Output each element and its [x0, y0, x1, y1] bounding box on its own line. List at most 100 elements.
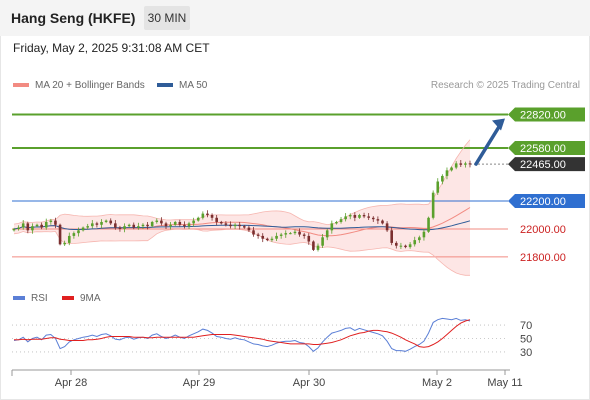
- candle-body: [215, 217, 218, 222]
- legend-rsi-label: RSI: [31, 293, 48, 304]
- candle-body: [72, 233, 76, 236]
- candle-body: [26, 223, 30, 231]
- time-tick-label: May 2: [422, 377, 452, 389]
- candle-body: [445, 170, 449, 176]
- legend-ma50-label: MA 50: [179, 80, 208, 91]
- instrument-title: Hang Seng (HKFE): [11, 10, 136, 26]
- ma50-swatch-icon: [157, 83, 173, 88]
- candle-body: [95, 223, 99, 225]
- legend-bollinger-label: MA 20 + Bollinger Bands: [35, 80, 145, 91]
- candle-body: [31, 226, 34, 231]
- candle-body: [178, 221, 182, 225]
- level-tag-bg: [508, 141, 585, 156]
- candle-body: [450, 167, 453, 171]
- candle-body: [293, 231, 297, 234]
- header-bar: Hang Seng (HKFE) 30 MIN: [0, 0, 590, 36]
- bollinger-lower-line: [13, 229, 470, 276]
- rsi-ma-swatch-icon: [62, 296, 74, 301]
- rsi-line: [13, 317, 471, 352]
- level-tag-label: 22200.00: [520, 196, 566, 208]
- candle-body: [192, 220, 195, 224]
- candle-body: [436, 181, 440, 193]
- candle-body: [137, 226, 140, 228]
- candle-body: [100, 221, 103, 225]
- level-tag-label: 22000.00: [520, 224, 566, 236]
- candle-body: [284, 233, 288, 235]
- candle-body: [233, 224, 237, 227]
- level-tag-5: 21800.00: [520, 252, 566, 264]
- level-tag-label: 22580.00: [520, 143, 566, 155]
- candle-body: [40, 224, 43, 228]
- rsi-level-label: 50: [520, 334, 532, 346]
- candle-body: [358, 215, 361, 218]
- candle-body: [67, 235, 71, 243]
- candle-body: [275, 235, 278, 239]
- candle-body: [330, 223, 334, 231]
- candle-body: [127, 224, 131, 227]
- candle-body: [261, 235, 265, 239]
- candle-body: [321, 237, 324, 246]
- rsi-level-label: 30: [520, 347, 532, 359]
- candle-body: [17, 227, 20, 229]
- candle-body: [141, 224, 145, 227]
- candle-body: [335, 221, 338, 224]
- rsi-ma9-line: [14, 319, 471, 348]
- candle-body: [371, 217, 375, 220]
- level-tag-2: 22465.00: [508, 157, 585, 172]
- candle-body: [201, 213, 205, 218]
- candle-body: [395, 242, 398, 246]
- candle-body: [298, 231, 301, 235]
- candle-body: [86, 226, 89, 228]
- candle-body: [206, 213, 209, 215]
- candle-body: [325, 230, 329, 238]
- candle-body: [362, 215, 366, 217]
- candle-body: [353, 215, 357, 218]
- candle-body: [404, 245, 407, 248]
- candle-body: [160, 220, 163, 224]
- level-tag-3: 22200.00: [508, 194, 585, 209]
- candle-body: [58, 224, 62, 245]
- candle-body: [302, 234, 306, 236]
- candle-body: [21, 223, 25, 228]
- target-arrow-shaft: [474, 121, 503, 166]
- candle-body: [104, 220, 108, 222]
- level-tag-4: 22000.00: [520, 224, 566, 236]
- candle-body: [169, 224, 172, 227]
- rsi-level-label: 70: [520, 320, 532, 332]
- level-tag-label: 22820.00: [520, 110, 566, 122]
- level-tag-label: 22465.00: [520, 159, 566, 171]
- candle-body: [150, 221, 154, 227]
- time-tick-label: Apr 29: [183, 377, 215, 389]
- legend-ma50: MA 50: [157, 80, 207, 91]
- candle-body: [413, 240, 417, 245]
- level-tag-0: 22820.00: [508, 107, 585, 122]
- candle-body: [307, 235, 311, 242]
- datetime-label: Friday, May 2, 2025 9:31:08 AM CET: [13, 41, 210, 55]
- candle-body: [12, 228, 16, 231]
- candle-body: [81, 227, 85, 231]
- legend-rsi-ma: 9MA: [62, 293, 101, 304]
- time-tick-label: Apr 30: [293, 377, 325, 389]
- candle-body: [408, 244, 412, 248]
- level-tag-bg: [508, 194, 585, 209]
- timeframe-badge[interactable]: 30 MIN: [144, 6, 190, 30]
- bollinger-upper-line: [13, 139, 471, 226]
- candle-body: [238, 224, 241, 227]
- legend-bollinger: MA 20 + Bollinger Bands: [13, 80, 145, 91]
- candle-body: [381, 220, 384, 224]
- candle-body: [256, 234, 260, 236]
- candle-body: [109, 220, 113, 224]
- candle-body: [35, 224, 39, 227]
- time-tick-label: May 11: [487, 377, 522, 389]
- candle-body: [367, 216, 370, 218]
- ma50-line: [13, 220, 471, 231]
- candle-body: [252, 230, 255, 235]
- legend-rsi: RSI: [13, 293, 48, 304]
- candle-body: [187, 223, 191, 227]
- level-tag-1: 22580.00: [508, 141, 585, 156]
- candle-body: [468, 163, 472, 165]
- bollinger-swatch-icon: [13, 83, 29, 88]
- candle-body: [49, 220, 53, 222]
- candle-body: [224, 223, 228, 225]
